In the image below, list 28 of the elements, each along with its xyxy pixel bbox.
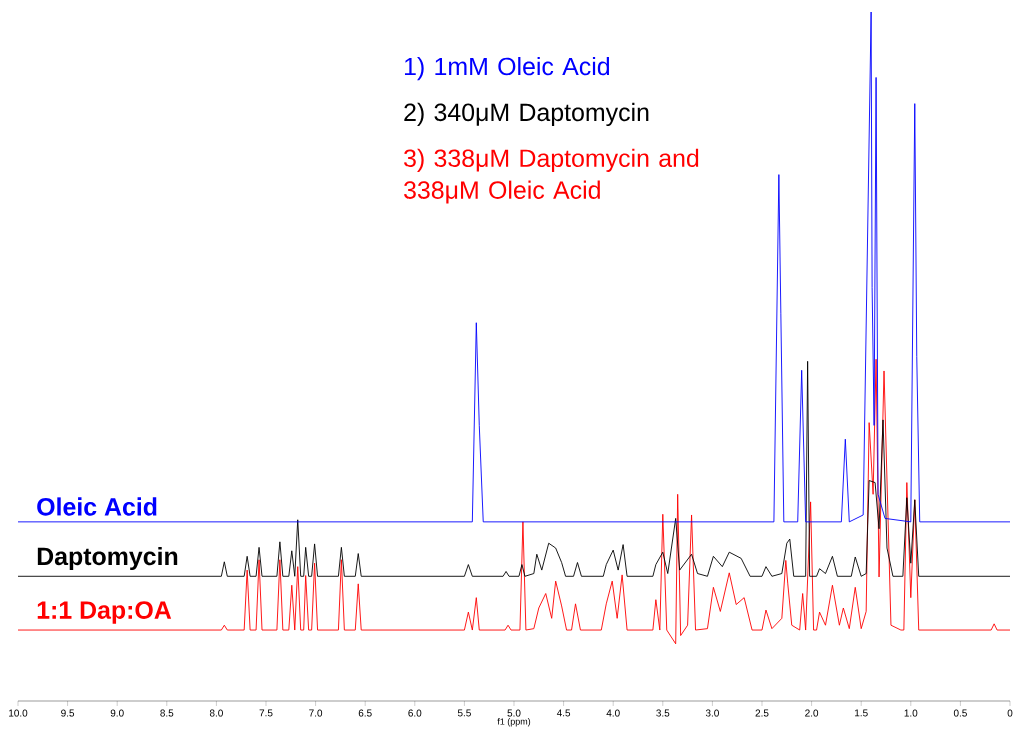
x-tick-label: 8.0 xyxy=(209,709,223,717)
x-tick-label: 10.0 xyxy=(9,709,28,717)
x-tick-label: 0.5 xyxy=(953,709,967,717)
x-tick-label: 2.0 xyxy=(805,709,819,717)
x-tick-label: 5.5 xyxy=(457,709,471,717)
x-tick-label: 3.0 xyxy=(705,709,719,717)
x-tick-label: 8.5 xyxy=(160,709,174,717)
x-tick-label: 0 xyxy=(1007,709,1013,717)
x-tick-label: 2.5 xyxy=(755,709,769,717)
series-label: 1:1 Dap:OA xyxy=(37,601,172,624)
x-tick-label: 6.5 xyxy=(358,709,372,717)
x-tick-label: 6.0 xyxy=(408,709,422,717)
series-label: Daptomycin xyxy=(37,546,178,571)
x-tick-label: 5.0 xyxy=(507,709,521,717)
x-tick-label: 4.0 xyxy=(606,709,620,717)
x-tick-label: 9.0 xyxy=(110,709,124,717)
x-tick-label: 7.5 xyxy=(259,709,273,717)
annotation: 3) 338μM Daptomycin and 338μM Oleic Acid xyxy=(404,148,699,204)
series-label: Oleic Acid xyxy=(37,497,157,516)
annotation: 2) 340μM Daptomycin xyxy=(404,102,649,127)
x-tick-label: 1.0 xyxy=(904,709,918,717)
x-axis-title: f1 (ppm) xyxy=(497,718,531,727)
x-tick-label: 4.5 xyxy=(556,709,571,717)
x-tick-label: 1.5 xyxy=(855,709,868,717)
x-tick-label: 9.5 xyxy=(61,709,75,717)
x-tick-label: 7.0 xyxy=(309,709,323,717)
x-tick-label: 3.5 xyxy=(656,709,670,717)
annotation: 1) 1mM Oleic Acid xyxy=(404,56,610,81)
